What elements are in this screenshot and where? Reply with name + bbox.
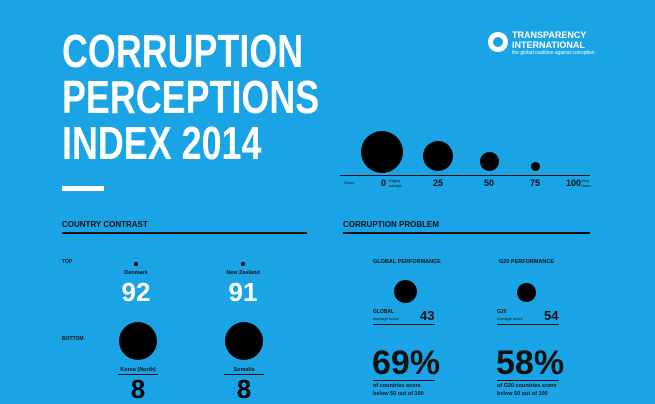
logo-icon — [488, 32, 508, 52]
scale-axis — [340, 175, 590, 176]
score-korea-north: 8 — [130, 374, 146, 404]
logo-name: TRANSPARENCY INTERNATIONAL — [512, 30, 586, 50]
g20-score-dot — [517, 283, 536, 302]
somalia-dot — [225, 322, 263, 360]
scale-high-note: Very clean — [581, 178, 591, 188]
scale-tick-50: 50 — [484, 178, 495, 188]
global-label: GLOBAL — [373, 309, 395, 315]
logo-name-line-2: INTERNATIONAL — [512, 40, 585, 50]
g20-percent: 58% — [496, 344, 565, 382]
title-line-1: CORRUPTION — [62, 25, 304, 77]
country-name-denmark: Denmark — [124, 270, 148, 276]
top-row-label: TOP — [62, 259, 73, 265]
g20-label: G20 — [497, 309, 507, 315]
scale-tick-75: 75 — [530, 178, 541, 188]
g20-average-score: 54 — [544, 308, 559, 323]
bottom-row-label: BOTTOM — [62, 336, 84, 342]
global-sub: Average score — [373, 316, 399, 321]
scale-dot-50 — [480, 152, 499, 171]
scale-tick-100: 100 — [566, 178, 582, 188]
korea-north-rule — [118, 374, 158, 375]
scale-label: Score — [344, 180, 355, 185]
global-percent-rule — [373, 380, 435, 381]
logo-name-line-1: TRANSPARENCY — [512, 30, 587, 40]
score-new-zealand: 91 — [228, 277, 258, 307]
title-line-2: PERCEPTIONS — [62, 71, 320, 123]
country-name-somalia: Somalia — [233, 367, 255, 373]
scale-dot-25 — [423, 141, 453, 171]
global-percent-text-2: below 50 out of 100 — [373, 391, 424, 397]
global-rule — [373, 324, 435, 325]
corruption-problem-heading: CORRUPTION PROBLEM — [343, 220, 439, 229]
global-score-dot — [394, 280, 417, 303]
corruption-problem-rule — [343, 232, 590, 234]
scale-tick-25: 25 — [433, 178, 444, 188]
logo-tagline: the global coalition against corruption — [512, 50, 595, 56]
scale-dot-75 — [531, 162, 540, 171]
new-zealand-dot — [241, 262, 245, 266]
transparency-international-logo: TRANSPARENCY INTERNATIONAL the global co… — [488, 30, 608, 60]
title-underline — [62, 186, 104, 191]
country-contrast-heading: COUNTRY CONTRAST — [62, 220, 148, 229]
score-denmark: 92 — [121, 277, 151, 307]
country-name-korea-north: Korea (North) — [120, 367, 156, 373]
g20-percent-text-1: of G20 countries score — [497, 383, 557, 389]
g20-percent-text-2: below 50 out of 100 — [497, 391, 548, 397]
global-percent-text-1: of countries score — [373, 383, 421, 389]
korea-north-dot — [119, 322, 157, 360]
scale-dot-0 — [361, 131, 403, 173]
score-somalia: 8 — [236, 374, 252, 404]
global-average-score: 43 — [420, 308, 435, 323]
denmark-dot — [134, 262, 138, 266]
g20-performance-heading: G20 PERFORMANCE — [499, 259, 555, 265]
global-performance-heading: GLOBAL PERFORMANCE — [373, 259, 441, 265]
g20-sub: Average score — [497, 316, 523, 321]
scale-low-note: Highly corrupt — [389, 178, 402, 188]
g20-percent-rule — [497, 380, 559, 381]
somalia-rule — [224, 374, 264, 375]
scale-tick-0: 0 — [381, 178, 387, 188]
global-percent: 69% — [372, 344, 441, 382]
country-contrast-rule — [62, 232, 307, 234]
country-name-new-zealand: New Zealand — [226, 270, 260, 276]
g20-rule — [497, 324, 559, 325]
title-line-3: INDEX 2014 — [62, 117, 262, 169]
